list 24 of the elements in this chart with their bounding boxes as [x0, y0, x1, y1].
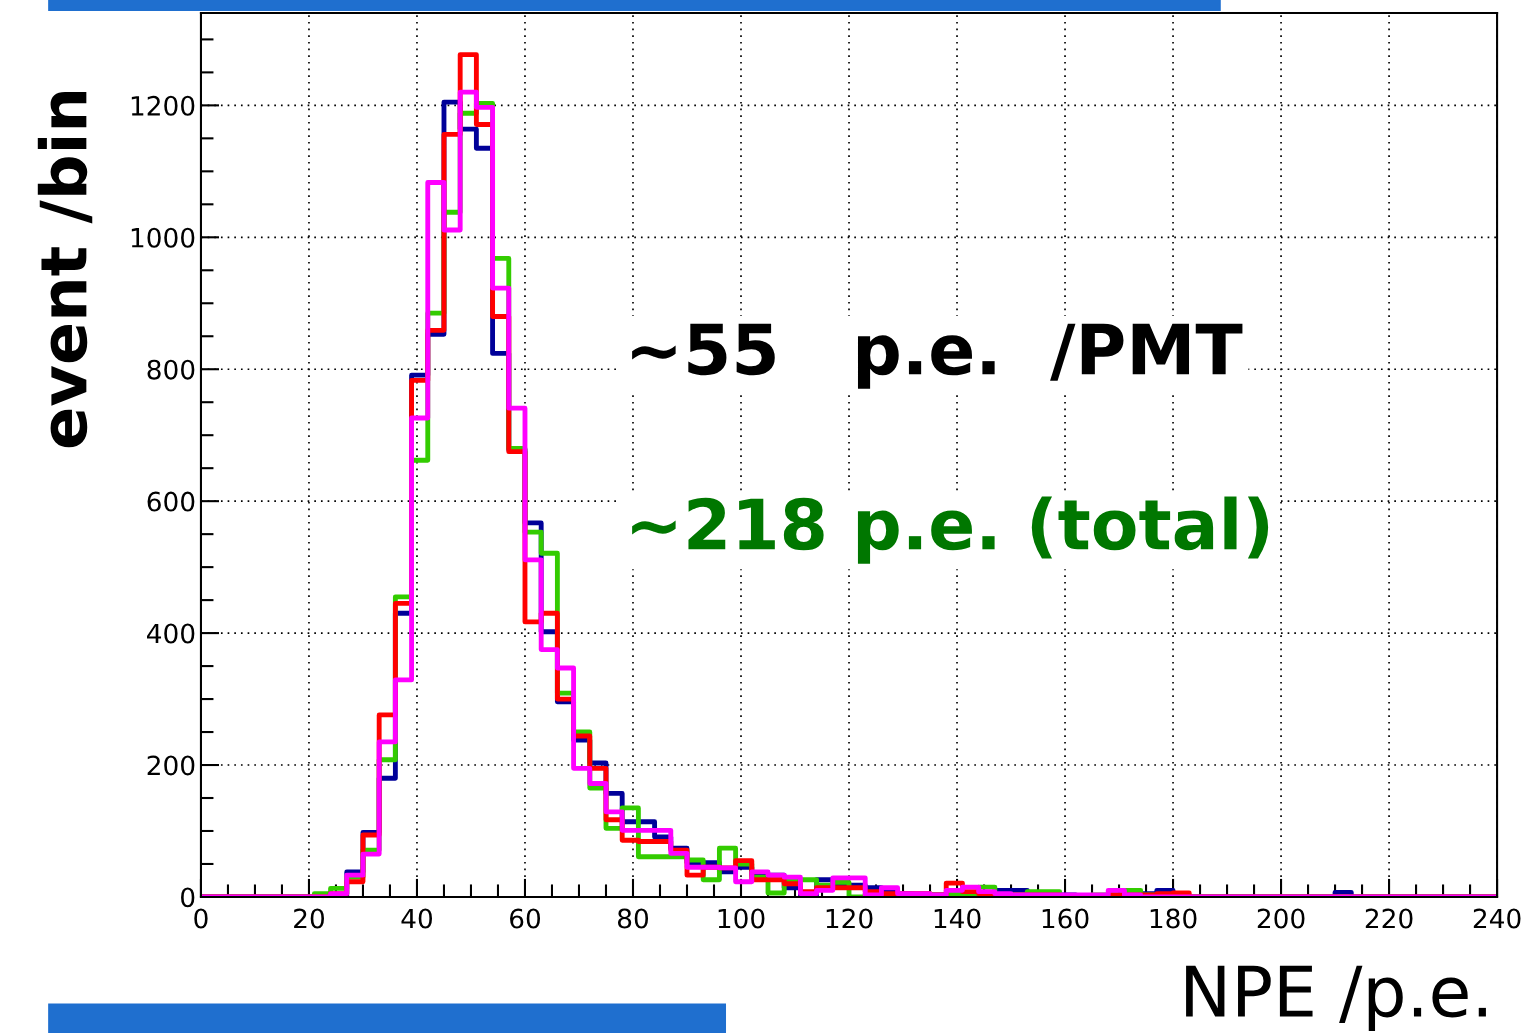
x-tick-label: 20 [294, 908, 324, 929]
y-tick-label: 600 [147, 491, 195, 512]
y-axis-title: event /bin [37, 92, 93, 448]
x-tick-label: 140 [934, 908, 981, 929]
x-tick-label: 180 [1150, 908, 1197, 929]
annotation: ∼218 p.e. (total) [632, 496, 1269, 564]
y-tick-label: 1000 [131, 227, 195, 248]
y-tick-label: 800 [147, 359, 195, 380]
x-tick-label: 240 [1473, 908, 1521, 929]
x-tick-label: 100 [718, 908, 765, 929]
y-tick-label: 200 [147, 755, 195, 776]
x-tick-label: 80 [617, 908, 649, 929]
x-tick-label: 60 [510, 908, 541, 929]
x-tick-label: 160 [1042, 908, 1089, 929]
x-tick-label: 220 [1365, 908, 1413, 929]
x-axis-title: NPE /p.e. [1186, 965, 1486, 1031]
annotation: ∼55 p.e. /PMT [632, 323, 1243, 389]
y-tick-label: 1200 [131, 95, 195, 116]
y-tick-label: 400 [147, 623, 195, 644]
x-tick-label: 120 [826, 908, 873, 929]
y-tick-label: 0 [181, 887, 195, 908]
x-tick-label: 0 [194, 908, 208, 929]
x-tick-label: 200 [1257, 908, 1305, 929]
x-tick-label: 40 [401, 908, 433, 929]
